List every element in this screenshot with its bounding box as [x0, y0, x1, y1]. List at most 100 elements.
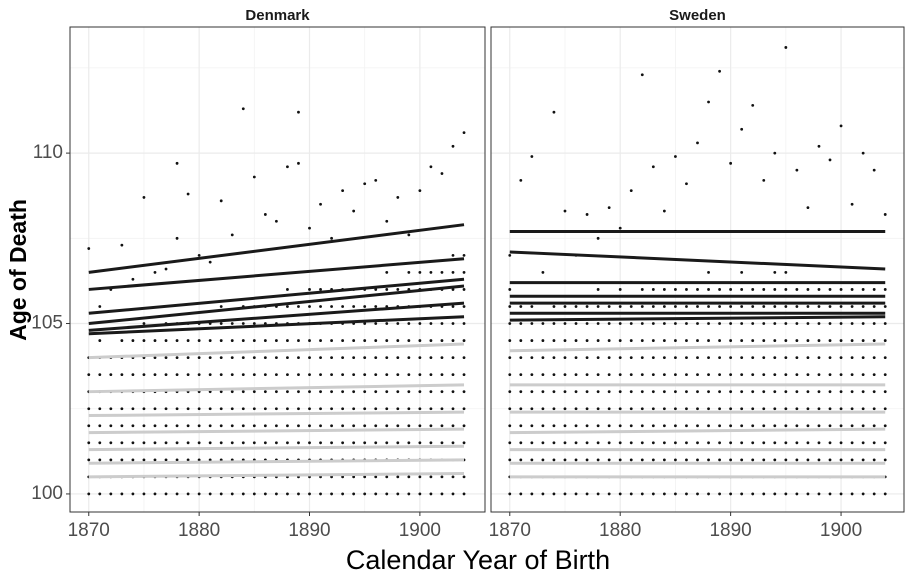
point [707, 407, 710, 411]
point [286, 165, 289, 169]
point [773, 339, 777, 342]
point [175, 458, 179, 462]
point [795, 288, 799, 291]
point [762, 407, 766, 411]
point [718, 305, 721, 308]
point [674, 407, 677, 411]
point [662, 356, 666, 360]
point [208, 492, 212, 496]
point [230, 339, 234, 342]
point [308, 226, 311, 230]
point [451, 339, 455, 342]
point [241, 407, 245, 411]
point [806, 424, 810, 428]
point [662, 322, 666, 325]
point [872, 168, 876, 172]
point [662, 305, 666, 308]
point [308, 305, 311, 308]
point [286, 373, 289, 377]
point [828, 407, 832, 411]
point [341, 475, 345, 479]
point [696, 407, 699, 411]
point [197, 492, 201, 496]
point [718, 69, 721, 73]
point [352, 373, 356, 377]
point [396, 196, 400, 199]
point [197, 373, 201, 377]
point [374, 424, 378, 428]
point [363, 356, 367, 360]
point [418, 407, 422, 411]
point [651, 492, 655, 496]
point [451, 492, 455, 496]
point [530, 155, 534, 158]
point [374, 441, 378, 445]
quantile-line [88, 458, 465, 465]
point [861, 458, 865, 462]
point [629, 189, 633, 192]
point [87, 441, 91, 445]
point [751, 322, 755, 325]
point [773, 424, 777, 428]
point [795, 458, 799, 462]
point [872, 305, 876, 308]
point [618, 390, 622, 394]
point [607, 407, 611, 411]
point [618, 492, 622, 496]
point [319, 441, 322, 445]
point [341, 407, 345, 411]
point [396, 322, 400, 325]
point [828, 288, 832, 291]
point [872, 407, 876, 411]
point [762, 441, 766, 445]
point [462, 270, 466, 274]
point [607, 492, 611, 496]
point [629, 458, 633, 462]
point [861, 356, 865, 360]
point [729, 441, 733, 445]
point [662, 441, 666, 445]
point [363, 373, 367, 377]
point [828, 322, 832, 325]
facet-title: Denmark [245, 7, 310, 24]
point [274, 492, 278, 496]
point [418, 189, 422, 192]
quantile-line [88, 301, 465, 332]
point [341, 390, 345, 394]
point [308, 339, 311, 342]
point [674, 390, 677, 394]
point [773, 390, 777, 394]
point [330, 305, 333, 308]
point [385, 270, 389, 274]
point [740, 356, 744, 360]
point [607, 424, 611, 428]
point [241, 339, 245, 342]
point [585, 492, 589, 496]
point [718, 322, 721, 325]
point [308, 373, 311, 377]
point [374, 390, 378, 394]
point [883, 424, 887, 428]
point [508, 253, 512, 257]
point [618, 424, 622, 428]
point [186, 441, 190, 445]
point [164, 458, 168, 462]
point [120, 492, 124, 496]
point [363, 441, 367, 445]
point [696, 288, 699, 291]
point [363, 424, 367, 428]
point [883, 288, 887, 291]
point [263, 492, 267, 496]
point [740, 424, 744, 428]
point [186, 373, 190, 377]
point [872, 288, 876, 291]
point [153, 373, 157, 377]
point [418, 475, 422, 479]
point [385, 288, 389, 291]
point [596, 236, 600, 240]
point [197, 339, 201, 342]
point [629, 407, 633, 411]
point [762, 458, 766, 462]
point [740, 288, 744, 291]
